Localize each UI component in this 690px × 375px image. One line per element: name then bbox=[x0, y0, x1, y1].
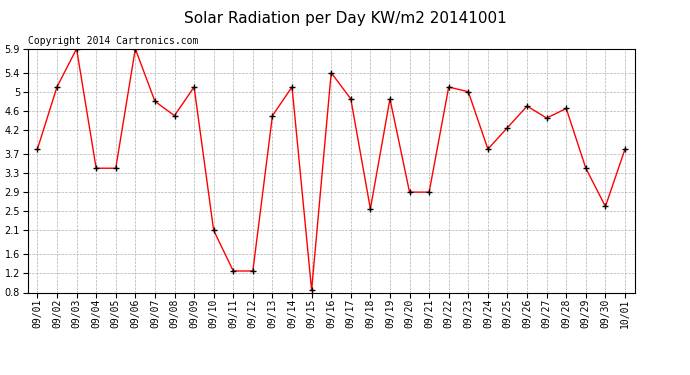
Text: Radiation  (kW/m2): Radiation (kW/m2) bbox=[501, 28, 607, 38]
Text: Copyright 2014 Cartronics.com: Copyright 2014 Cartronics.com bbox=[28, 36, 198, 46]
Text: Solar Radiation per Day KW/m2 20141001: Solar Radiation per Day KW/m2 20141001 bbox=[184, 11, 506, 26]
